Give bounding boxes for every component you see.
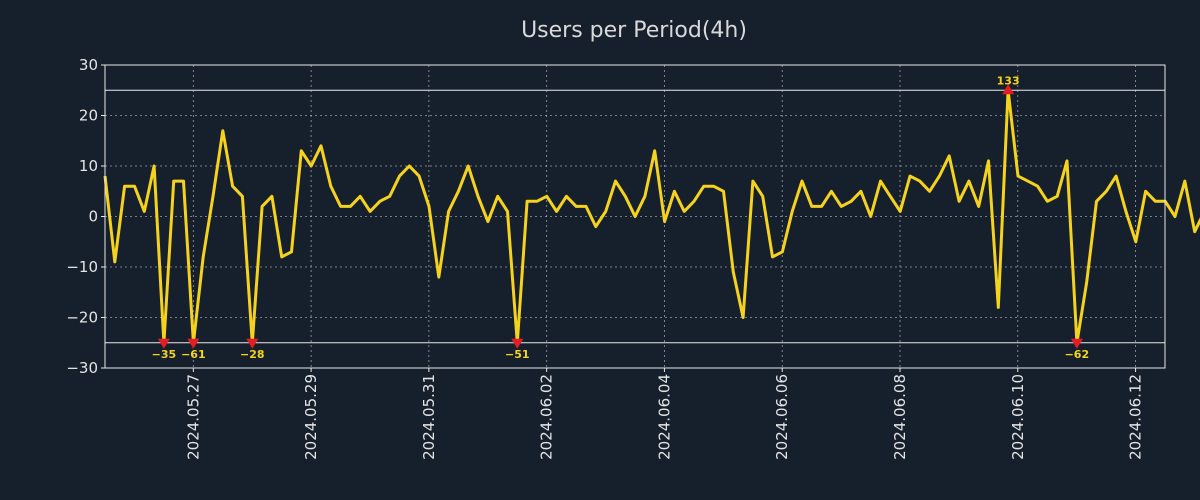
outlier-marker — [511, 338, 524, 349]
x-tick-label: 2024.06.04 — [655, 374, 673, 460]
y-tick-label: 20 — [79, 107, 98, 125]
outlier-marker — [157, 338, 170, 349]
y-tick-label: 10 — [79, 157, 98, 175]
x-tick-label: 2024.05.27 — [184, 374, 202, 460]
x-tick-label: 2024.06.06 — [773, 374, 791, 460]
y-tick-label: −20 — [66, 309, 98, 327]
outlier-marker — [246, 338, 259, 349]
plot-frame — [104, 64, 1166, 369]
x-tick-label: 2024.06.10 — [1009, 374, 1027, 460]
limit-lines — [105, 89, 1165, 344]
chart-title: Users per Period(4h) — [521, 18, 747, 43]
x-tick-label: 2024.06.02 — [538, 374, 556, 460]
outlier-marker — [1002, 84, 1015, 95]
series-line — [103, 88, 1200, 345]
outlier-label: 133 — [997, 74, 1020, 87]
series-layer — [103, 88, 1200, 345]
y-tick-label: −30 — [66, 359, 98, 377]
annotation-layer: −35 −61 −28 −51 133 −62 — [152, 74, 1089, 361]
y-tick-label: −10 — [66, 258, 98, 276]
y-tick-label: 30 — [79, 56, 98, 74]
x-tick-label: 2024.05.31 — [420, 374, 438, 460]
outlier-label: −51 — [505, 348, 530, 361]
outlier-label: −35 — [152, 348, 177, 361]
outlier-label: −28 — [240, 348, 265, 361]
outlier-label: −62 — [1065, 348, 1090, 361]
outlier-marker — [187, 338, 200, 349]
x-tick-label: 2024.06.12 — [1127, 374, 1145, 460]
axis-layer: 30 20 10 0 −10 −20 −30 2024.05.27 2024.05.29 2024… — [66, 56, 1144, 460]
x-tick-label: 2024.05.29 — [302, 374, 320, 460]
outlier-label: −61 — [181, 348, 206, 361]
y-tick-label: 0 — [88, 208, 98, 226]
outlier-marker — [1070, 338, 1083, 349]
x-tick-label: 2024.06.08 — [891, 374, 909, 460]
